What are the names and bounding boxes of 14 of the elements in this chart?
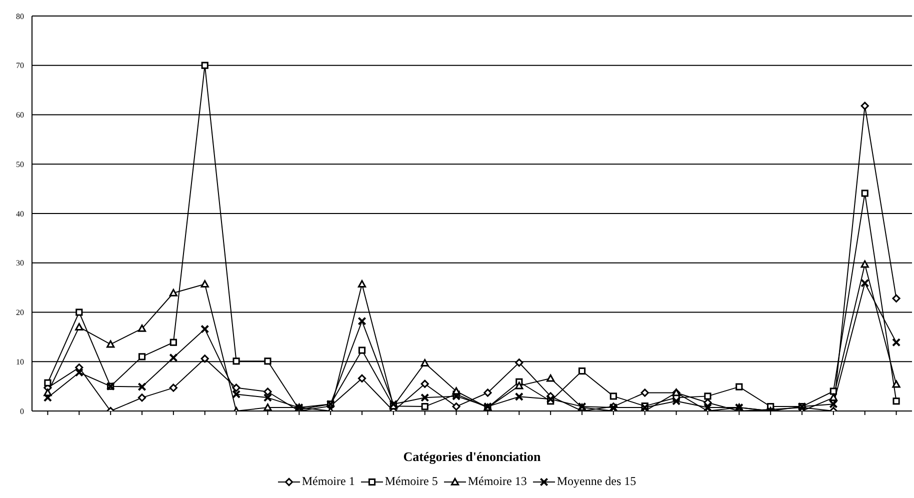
y-tick-label: 0 — [20, 406, 24, 416]
legend-label: Mémoire 1 — [302, 474, 355, 489]
y-tick-label: 10 — [16, 357, 24, 366]
y-tick-label: 50 — [16, 160, 24, 169]
legend-label: Mémoire 5 — [384, 474, 438, 489]
legend-label: Moyenne des 15 — [556, 474, 636, 489]
legend-label: Mémoire 13 — [468, 474, 527, 489]
y-tick-label: 20 — [16, 308, 24, 318]
y-tick-label: 40 — [16, 209, 24, 218]
y-tick-label: 70 — [16, 61, 24, 70]
x-axis-title: Catégories d'énonciation — [402, 449, 542, 465]
y-tick-label: 80 — [16, 12, 24, 21]
y-tick-label: 30 — [16, 258, 24, 268]
y-tick-label: 60 — [16, 110, 24, 120]
